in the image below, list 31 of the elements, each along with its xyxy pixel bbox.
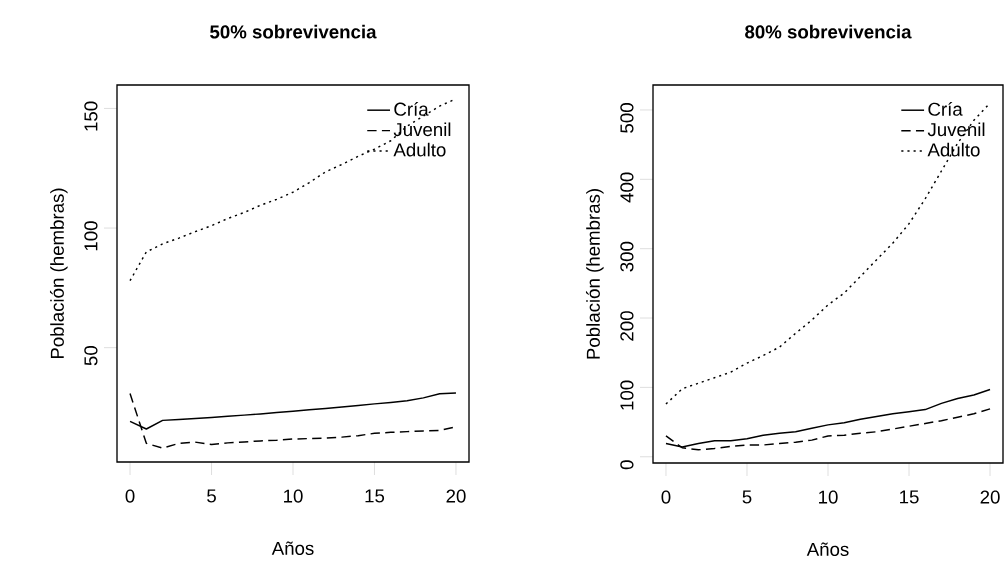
chart-title: 80% sobrevivencia (745, 24, 912, 39)
x-tick-label: 5 (207, 489, 216, 503)
y-tick-label: 300 (620, 241, 634, 272)
legend-label: Cría (928, 101, 963, 116)
x-tick-label: 15 (365, 489, 385, 503)
y-tick-label: 200 (620, 311, 634, 341)
x-tick-label: 15 (900, 490, 919, 504)
y-tick-label: 100 (620, 380, 634, 410)
legend-label: Cría (394, 101, 429, 116)
x-tick-label: 10 (819, 490, 838, 504)
y-axis-title: Población (hembras) (49, 188, 68, 359)
y-tick-label: 400 (620, 172, 634, 203)
y-tick-label: 100 (84, 221, 98, 251)
x-tick-label: 10 (284, 489, 303, 503)
y-tick-label: 500 (620, 103, 634, 133)
x-axis-title: Años (806, 542, 849, 556)
legend-label: Adulto (393, 142, 446, 157)
x-tick-label: 5 (742, 490, 752, 504)
y-tick-label: 150 (84, 101, 98, 131)
x-tick-label: 0 (125, 489, 135, 503)
y-tick-label: 0 (620, 460, 634, 470)
legend-label: Juvenil (927, 122, 985, 137)
x-tick-label: 0 (661, 490, 671, 504)
x-axis-title: Años (271, 541, 314, 555)
y-axis-title: Población (hembras) (585, 189, 604, 359)
legend-label: Juvenil (393, 122, 451, 137)
x-tick-label: 20 (980, 490, 1000, 504)
y-tick-label: 50 (84, 346, 98, 366)
legend-label: Adulto (927, 142, 980, 157)
chart-title: 50% sobrevivencia (210, 24, 377, 39)
x-tick-label: 20 (446, 489, 466, 503)
